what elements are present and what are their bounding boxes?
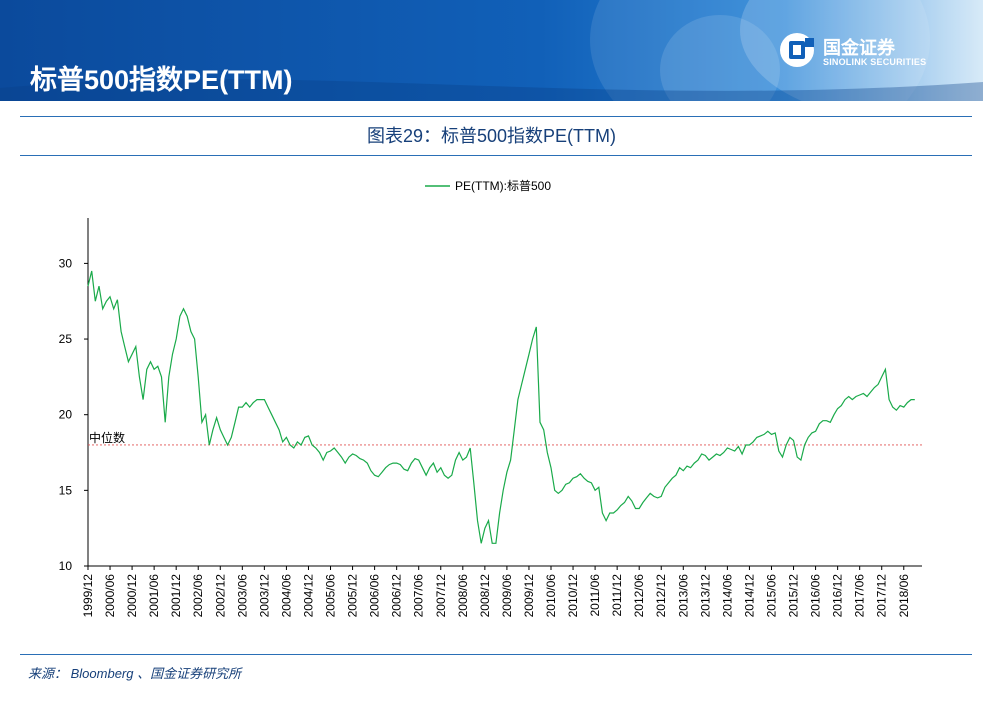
x-tick-label: 2015/12: [787, 574, 801, 618]
y-tick-labels: 10 15 20 25 30: [59, 256, 88, 573]
x-tick-label: 2001/12: [169, 574, 183, 618]
x-tick-labels: 1999/12 2000/06 2000/12 2001/06 2001/12 2002/…: [81, 566, 911, 617]
x-tick-label: 2003/12: [257, 574, 271, 618]
x-tick-label: 2010/06: [544, 574, 558, 618]
x-tick-label: 2011/06: [588, 574, 602, 617]
title-top-rule: [20, 116, 972, 117]
x-tick-label: 2002/06: [191, 574, 205, 618]
x-tick-label: 2007/06: [412, 574, 426, 618]
pe-line-chart: PE(TTM):标普500 中位数 1999/12 2000/06 2000/12 2…: [59, 179, 922, 617]
x-tick-label: 2001/06: [147, 574, 161, 618]
y-tick-label: 30: [59, 256, 73, 270]
logo-english-name: SINOLINK SECURITIES: [823, 57, 927, 67]
chart-title: 图表29：标普500指数PE(TTM): [366, 126, 617, 146]
y-tick-label: 20: [59, 408, 73, 422]
series-line-pe: [87, 270, 915, 544]
x-tick-label: 2000/06: [103, 574, 117, 618]
x-tick-label: 2006/12: [390, 574, 404, 618]
x-tick-label: 2004/06: [279, 574, 293, 618]
source-note: 来源： Bloomberg 、国金证券研究所: [28, 666, 242, 681]
x-tick-label: 2016/12: [831, 574, 845, 618]
page-title: 标普500指数PE(TTM): [30, 65, 293, 95]
x-tick-label: 2016/06: [809, 574, 823, 618]
median-label: 中位数: [89, 430, 125, 445]
x-tick-label: 2002/12: [213, 574, 227, 618]
sinolink-logo-icon: [780, 33, 814, 67]
header-banner: 标普500指数PE(TTM) 国金证券 SINOLINK SECURITIES: [0, 0, 983, 101]
x-tick-label: 2013/12: [698, 574, 712, 618]
x-tick-label: 2012/06: [632, 574, 646, 618]
x-tick-label: 2015/06: [764, 574, 778, 618]
y-tick-label: 15: [59, 483, 73, 497]
x-tick-label: 2006/06: [368, 574, 382, 618]
x-tick-label: 2005/12: [346, 574, 360, 618]
logo-chinese-name: 国金证券: [823, 38, 895, 58]
x-tick-label: 2018/06: [897, 574, 911, 618]
x-tick-label: 1999/12: [81, 574, 95, 618]
x-tick-label: 2014/06: [720, 574, 734, 618]
x-tick-label: 2014/12: [742, 574, 756, 618]
x-tick-label: 2017/06: [853, 574, 867, 618]
x-tick-label: 2017/12: [875, 574, 889, 618]
x-tick-label: 2008/12: [478, 574, 492, 618]
x-tick-label: 2013/06: [676, 574, 690, 618]
x-tick-label: 2012/12: [654, 574, 668, 618]
x-tick-label: 2008/06: [456, 574, 470, 618]
x-tick-label: 2009/06: [500, 574, 514, 618]
banner-decoration: [0, 0, 983, 101]
chart-legend: PE(TTM):标普500: [425, 179, 551, 193]
y-tick-label: 10: [59, 559, 73, 573]
title-bottom-rule: [20, 155, 972, 156]
x-tick-label: 2005/06: [324, 574, 338, 618]
chart-axes: [87, 218, 922, 567]
x-tick-label: 2000/12: [125, 574, 139, 618]
x-tick-label: 2003/06: [235, 574, 249, 618]
x-tick-label: 2007/12: [434, 574, 448, 618]
x-tick-label: 2011/12: [610, 574, 624, 617]
source-top-rule: [20, 654, 972, 655]
x-tick-label: 2010/12: [566, 574, 580, 618]
legend-label: PE(TTM):标普500: [455, 179, 551, 193]
x-tick-label: 2009/12: [522, 574, 536, 618]
y-tick-label: 25: [59, 332, 73, 346]
x-tick-label: 2004/12: [301, 574, 315, 618]
